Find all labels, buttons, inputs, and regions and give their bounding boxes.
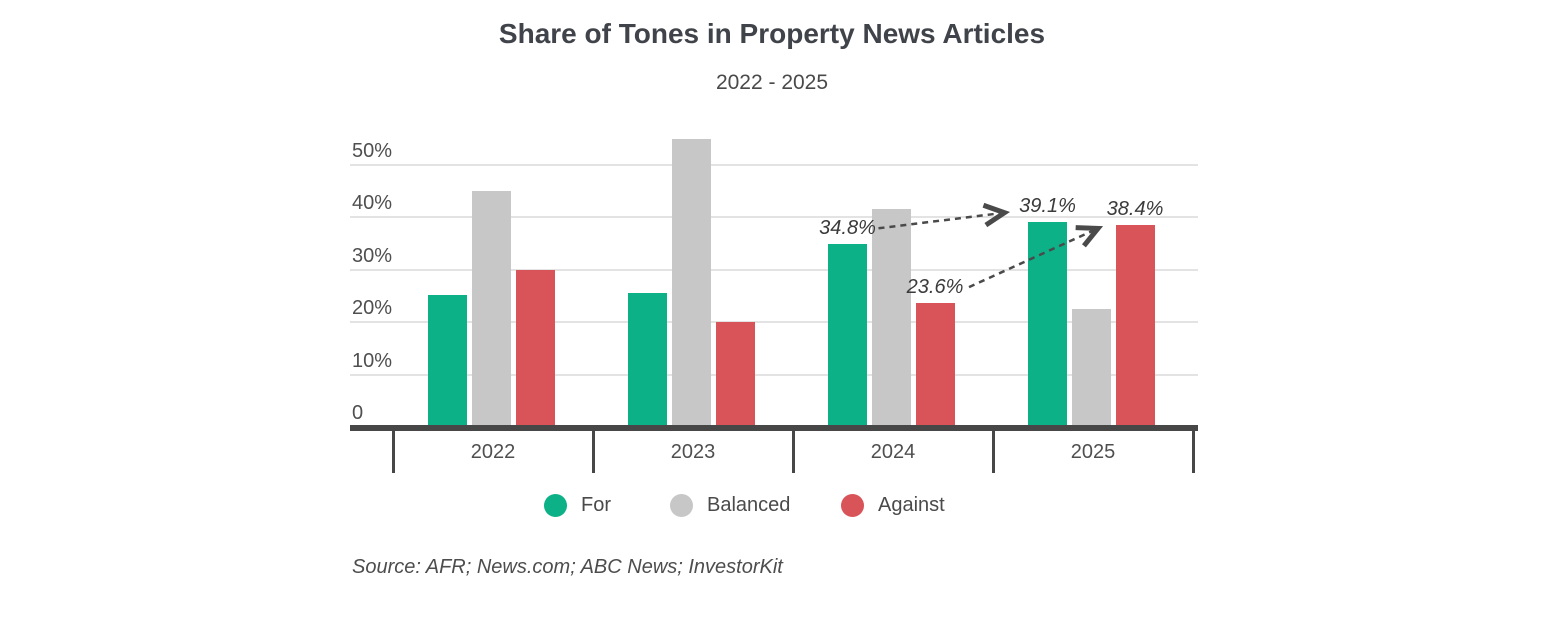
y-axis-label: 10%	[352, 349, 393, 372]
x-axis-tick	[591, 431, 595, 473]
y-axis-label: 50%	[352, 139, 393, 162]
bar-against-2024	[915, 303, 955, 427]
bar-for-2022	[428, 294, 467, 427]
bar-value-annotation: 23.6%	[906, 276, 964, 299]
source-note: Source: AFR; News.com; ABC News; Investo…	[352, 556, 783, 578]
legend-label-balanced: Balanced	[707, 494, 791, 516]
bar-for-2023	[628, 293, 667, 427]
gridline	[350, 373, 1198, 376]
bar-balanced-2024	[871, 208, 911, 427]
bar-for-2025	[1028, 221, 1067, 427]
gridline	[350, 216, 1198, 218]
x-axis-tick	[791, 431, 795, 473]
x-axis-label-2024: 2024	[870, 441, 916, 463]
legend-swatch-for-icon	[544, 494, 567, 517]
chart-subtitle: 2022 - 2025	[715, 71, 829, 94]
bar-balanced-2023	[671, 139, 711, 427]
y-axis-label: 20%	[352, 297, 393, 319]
gridline	[350, 268, 1198, 271]
gridline	[350, 163, 1198, 166]
bar-balanced-2022	[471, 191, 511, 427]
x-axis-label-2025: 2025	[1070, 441, 1116, 463]
y-axis-label: 30%	[352, 244, 393, 267]
x-axis-label-2023: 2023	[670, 441, 716, 463]
x-axis-tick	[991, 431, 995, 473]
bar-value-annotation: 38.4%	[1106, 198, 1164, 221]
bar-for-2024	[828, 244, 867, 427]
legend-swatch-balanced-icon	[670, 494, 693, 517]
bar-against-2025	[1115, 225, 1155, 427]
x-axis-label-2022: 2022	[470, 441, 516, 463]
bar-value-annotation: 34.8%	[819, 217, 876, 240]
bar-against-2023	[715, 322, 755, 427]
legend-item-for: For	[544, 494, 611, 517]
bar-value-annotation: 39.1%	[1019, 194, 1076, 217]
legend-label-against: Against	[878, 494, 945, 516]
bar-against-2022	[515, 269, 555, 427]
chart-title: Share of Tones in Property News Articles	[498, 18, 1046, 49]
x-axis-tick	[391, 431, 395, 473]
bar-balanced-2025	[1071, 308, 1111, 427]
x-axis-tick	[1191, 431, 1195, 473]
y-axis-label: 0	[352, 402, 364, 424]
gridline	[350, 321, 1198, 323]
legend-label-for: For	[581, 494, 611, 516]
y-axis-label: 40%	[352, 192, 393, 214]
legend-item-balanced: Balanced	[670, 494, 790, 517]
legend-item-against: Against	[841, 494, 945, 517]
legend-swatch-against-icon	[841, 494, 864, 517]
x-axis-line	[350, 425, 1198, 431]
